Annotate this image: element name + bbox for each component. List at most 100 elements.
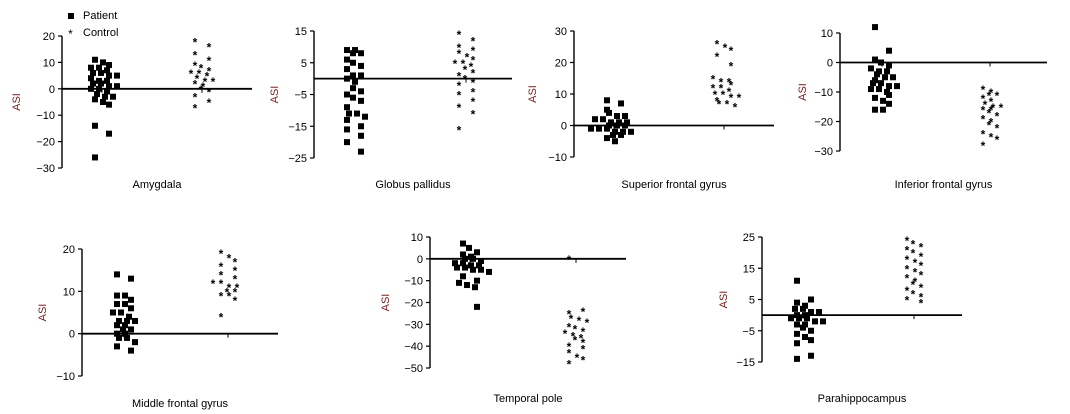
control-point: *	[715, 38, 720, 52]
y-tick-label: 10	[411, 232, 423, 244]
control-point: *	[199, 83, 204, 97]
control-point: *	[571, 329, 576, 343]
control-point: *	[207, 41, 212, 55]
control-point: *	[465, 50, 470, 64]
control-point: *	[233, 294, 238, 308]
patient-point	[592, 116, 598, 123]
control-point: *	[193, 48, 198, 62]
control-point: *	[219, 268, 224, 282]
control-point: *	[995, 110, 1000, 124]
patient-point	[100, 59, 106, 66]
patient-point	[106, 130, 112, 137]
patient-point	[802, 312, 808, 319]
y-tick-label: 10	[63, 286, 75, 298]
control-point: *	[719, 82, 724, 96]
control-point: *	[729, 79, 734, 93]
control-point: *	[219, 277, 224, 291]
patient-point	[114, 301, 120, 308]
control-point: *	[729, 44, 734, 58]
patient-point	[452, 260, 458, 267]
control-point: *	[905, 272, 910, 286]
panel-title: Temporal pole	[493, 393, 562, 405]
control-point: *	[729, 60, 734, 74]
control-point: *	[911, 287, 916, 301]
control-point: *	[999, 101, 1004, 115]
control-point: *	[457, 41, 462, 55]
patient-point	[98, 69, 104, 76]
control-point: *	[463, 63, 468, 77]
y-tick-label: 25	[743, 232, 755, 244]
patient-point	[92, 154, 98, 161]
patient-point	[800, 305, 806, 312]
control-point: *	[453, 57, 458, 71]
patient-point	[464, 282, 470, 289]
patient-point	[628, 128, 634, 135]
patient-point	[608, 119, 614, 126]
patient-point	[106, 62, 112, 69]
control-point: *	[581, 336, 586, 350]
control-point: *	[981, 139, 986, 153]
control-point: *	[233, 256, 238, 270]
patient-point	[344, 139, 350, 146]
patient-point	[788, 315, 794, 322]
control-point: *	[219, 290, 224, 304]
control-point: *	[981, 113, 986, 127]
patient-point	[794, 321, 800, 328]
patient-point	[466, 244, 472, 251]
control-point: *	[457, 69, 462, 83]
patient-point	[354, 110, 360, 117]
control-point: *	[981, 92, 986, 106]
control-point: *	[711, 72, 716, 86]
control-point: *	[567, 321, 572, 335]
patient-point	[358, 123, 364, 130]
patient-point	[604, 135, 610, 142]
control-point: *	[197, 67, 202, 81]
patient-point	[872, 94, 878, 101]
patient-point	[88, 64, 94, 71]
patient-point	[352, 78, 358, 85]
control-point: *	[989, 130, 994, 144]
patient-point	[358, 148, 364, 155]
patient-point	[808, 337, 814, 344]
control-point: *	[573, 323, 578, 337]
patient-point	[878, 80, 884, 87]
patient-point	[358, 132, 364, 139]
control-point: *	[457, 123, 462, 137]
control-point: *	[211, 277, 216, 291]
control-point: *	[457, 89, 462, 103]
y-tick-label: 10	[821, 28, 833, 40]
control-point: *	[723, 41, 728, 55]
patient-point	[470, 255, 476, 262]
patient-point	[618, 100, 624, 107]
patient-point	[808, 352, 814, 359]
control-point: *	[905, 262, 910, 276]
patient-point	[872, 56, 878, 63]
y-tick-label: 15	[743, 263, 755, 275]
patient-point	[886, 100, 892, 107]
control-point: *	[919, 297, 924, 311]
patient-point	[350, 59, 356, 66]
patient-point	[350, 85, 356, 92]
patient-point	[352, 47, 358, 54]
patient-point	[460, 251, 466, 258]
patient-point	[114, 322, 120, 329]
patient-point	[124, 334, 130, 341]
patient-point	[868, 65, 874, 72]
control-point: *	[995, 89, 1000, 103]
patient-point	[104, 77, 110, 84]
patient-point	[802, 321, 808, 328]
control-point: *	[227, 281, 232, 295]
patient-point	[880, 106, 886, 113]
panel-title: Amygdala	[133, 179, 183, 191]
patient-point	[350, 50, 356, 57]
patient-point	[92, 96, 98, 103]
patient-point	[474, 249, 480, 256]
control-point: *	[457, 47, 462, 61]
patient-point	[596, 125, 602, 132]
patient-point	[128, 305, 134, 312]
patient-point	[350, 72, 356, 79]
patient-point	[122, 330, 128, 337]
y-axis-label: ASI	[527, 85, 539, 103]
patient-point	[478, 266, 484, 273]
